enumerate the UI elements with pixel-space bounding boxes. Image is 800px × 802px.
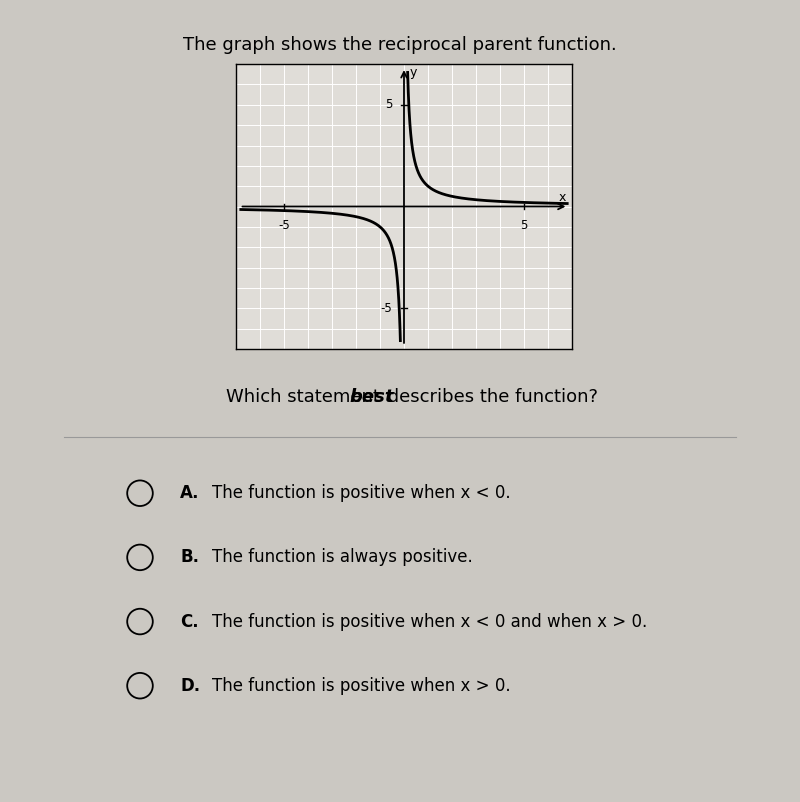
Text: The function is always positive.: The function is always positive. <box>212 549 473 566</box>
Text: -5: -5 <box>278 219 290 232</box>
Text: x: x <box>558 191 566 204</box>
Text: 5: 5 <box>520 219 528 232</box>
Text: Which statement: Which statement <box>226 388 386 406</box>
Text: The function is positive when x > 0.: The function is positive when x > 0. <box>212 677 510 695</box>
Text: The function is positive when x < 0 and when x > 0.: The function is positive when x < 0 and … <box>212 613 647 630</box>
Text: C.: C. <box>180 613 198 630</box>
Text: The graph shows the reciprocal parent function.: The graph shows the reciprocal parent fu… <box>183 36 617 54</box>
Text: describes the function?: describes the function? <box>382 388 598 406</box>
Text: B.: B. <box>180 549 199 566</box>
Text: y: y <box>410 66 417 79</box>
Text: -5: -5 <box>380 302 392 314</box>
Text: D.: D. <box>180 677 200 695</box>
Text: A.: A. <box>180 484 199 502</box>
Text: 5: 5 <box>385 99 392 111</box>
Text: best: best <box>350 388 394 406</box>
Text: The function is positive when x < 0.: The function is positive when x < 0. <box>212 484 510 502</box>
